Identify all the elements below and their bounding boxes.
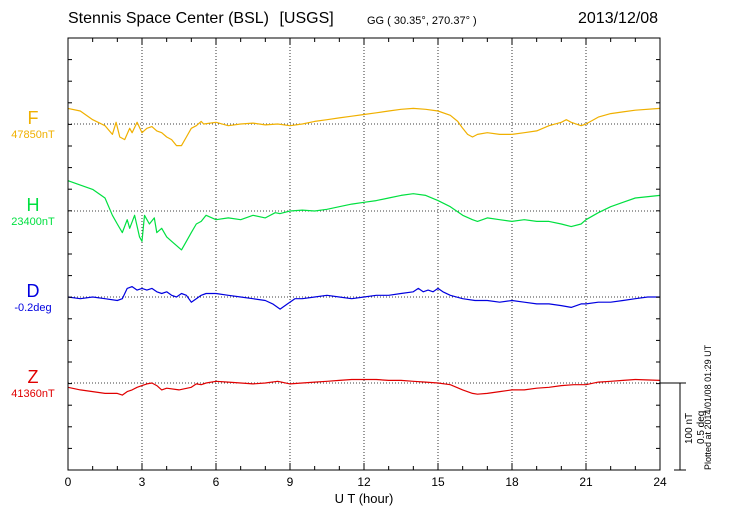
- scale-label-nt: 100 nT: [684, 412, 695, 444]
- x-tick-label: 18: [505, 475, 519, 489]
- component-z-baseline: 41360nT: [11, 388, 55, 400]
- component-f-baseline: 47850nT: [11, 129, 55, 141]
- component-h-baseline: 23400nT: [11, 216, 55, 228]
- x-tick-label: 12: [357, 475, 371, 489]
- station-coords: GG ( 30.35°, 270.37° ): [367, 15, 477, 27]
- x-tick-label: 9: [287, 475, 294, 489]
- series-line-d: [67, 286, 660, 310]
- series-line-z: [67, 378, 661, 396]
- component-h-name: H: [26, 195, 40, 215]
- x-tick-label: 6: [213, 475, 220, 489]
- plot-date: 2013/12/08: [578, 10, 659, 27]
- series-lines: [67, 107, 661, 396]
- x-axis-label: U T (hour): [335, 491, 394, 506]
- station-name: Stennis Space Center (BSL): [68, 10, 269, 27]
- series-line-f: [67, 107, 661, 147]
- x-axis-ticks: 0 3 6 9 12 15 18 21 24: [65, 38, 667, 489]
- scale-bar: [660, 382, 686, 471]
- component-z-name: Z: [27, 367, 39, 387]
- series-line-h: [67, 180, 661, 251]
- x-tick-label: 3: [139, 475, 146, 489]
- component-f-name: F: [27, 108, 39, 128]
- component-d-label: D -0.2deg: [0, 281, 66, 315]
- x-tick-label: 0: [65, 475, 72, 489]
- component-d-name: D: [26, 281, 40, 301]
- agency-label: [USGS]: [279, 10, 334, 27]
- station-title: Stennis Space Center (BSL) [USGS]: [68, 10, 334, 28]
- chart-grid: [68, 38, 660, 470]
- x-tick-label: 24: [653, 475, 667, 489]
- component-z-label: Z 41360nT: [0, 367, 66, 401]
- x-tick-label: 21: [579, 475, 593, 489]
- component-f-label: F 47850nT: [0, 108, 66, 142]
- component-d-baseline: -0.2deg: [14, 302, 52, 314]
- component-h-label: H 23400nT: [0, 195, 66, 229]
- x-tick-label: 15: [431, 475, 445, 489]
- plotted-timestamp: Plotted at 2014/01/08 01:29 UT: [703, 344, 713, 470]
